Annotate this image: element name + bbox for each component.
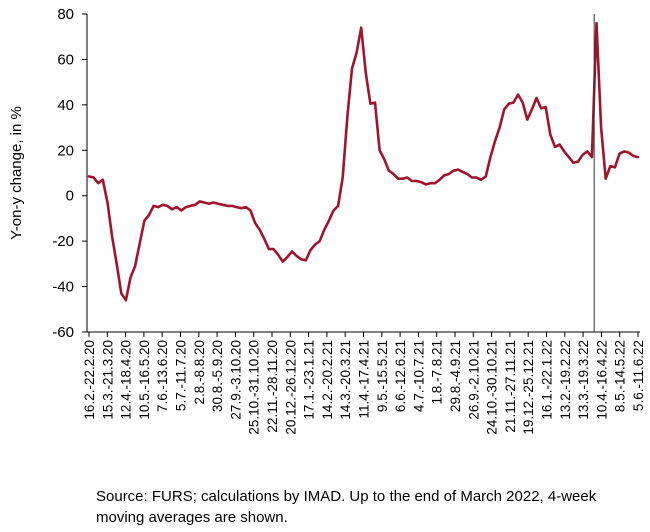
y-tick-label: -20 — [52, 233, 74, 250]
x-tick-label: 2.8.-8.8.20 — [192, 340, 207, 405]
x-tick-label: 4.7.-10.7.21 — [411, 340, 426, 412]
y-tick-label: 60 — [57, 51, 74, 68]
x-tick-label: 1.8.-7.8.21 — [430, 340, 445, 405]
x-tick-label: 21.11.-27.11.21 — [503, 340, 518, 433]
y-tick-label: 80 — [57, 6, 74, 23]
x-tick-label: 16.1.-22.1.22 — [540, 340, 555, 420]
x-tick-label: 6.6.-12.6.21 — [393, 340, 408, 412]
x-tick-label: 24.10.-30.10.21 — [485, 340, 500, 435]
x-tick-label: 14.2.-20.2.21 — [320, 340, 335, 420]
y-tick-label: -40 — [52, 279, 74, 296]
series-line-group — [87, 21, 640, 302]
x-tick-label: 9.5.-15.5.21 — [375, 340, 390, 412]
x-tick-label: 20.12.-26.12.20 — [283, 340, 298, 435]
y-tick-label: 0 — [66, 188, 74, 205]
x-tick-label: 7.6.-13.6.20 — [155, 340, 170, 412]
x-tick-label: 15.3.-21.3.20 — [100, 340, 115, 420]
x-tick-label: 25.10.-31.10.20 — [247, 340, 262, 435]
x-tick-label: 11.4.-17.4.21 — [357, 340, 372, 419]
x-tick-label: 22.11.-28.11.20 — [265, 340, 280, 433]
x-tick-label: 5.7.-11.7.20 — [174, 340, 189, 411]
x-tick-label: 17.1.-23.1.21 — [302, 340, 317, 420]
x-tick-label: 26.9.-2.10.21 — [466, 340, 481, 420]
x-tick-label: 13.3.-19.3.22 — [576, 340, 591, 420]
y-tick-label: 20 — [57, 142, 74, 159]
x-tick-label: 12.4.-18.4.20 — [119, 340, 134, 420]
x-tick-label: 14.3.-20.3.21 — [338, 340, 353, 420]
x-tick-label: 13.2.-19.2.22 — [558, 340, 573, 420]
x-tick-label: 5.6.-11.6.22 — [631, 340, 646, 411]
y-axis-label: Y-on-y change, in % — [8, 106, 25, 240]
y-tick-label: -60 — [52, 324, 74, 341]
x-tick-label: 10.5.-16.5.20 — [137, 340, 152, 420]
x-tick-label: 16.2.-22.2.20 — [82, 340, 97, 420]
source-note: Source: FURS; calculations by IMAD. Up t… — [96, 488, 597, 526]
x-tick-label: 29.8.-4.9.21 — [448, 340, 463, 412]
x-tick-label: 27.9.-3.10.20 — [228, 340, 243, 420]
x-axis: 16.2.-22.2.20 15.3.-21.3.20 12.4.-18.4.20 1… — [82, 331, 646, 435]
x-tick-label: 8.5.-14.5.22 — [613, 340, 628, 412]
y-tick-label: 40 — [57, 97, 74, 114]
x-tick-label: 30.8.-5.9.20 — [210, 340, 225, 412]
series-line — [87, 21, 640, 302]
x-tick-label: 10.4.-16.4.22 — [594, 340, 609, 420]
x-tick-label: 19.12.-25.12.21 — [521, 340, 536, 435]
y-axis: 80 60 40 20 0 -20 -40 -60 — [52, 6, 88, 341]
